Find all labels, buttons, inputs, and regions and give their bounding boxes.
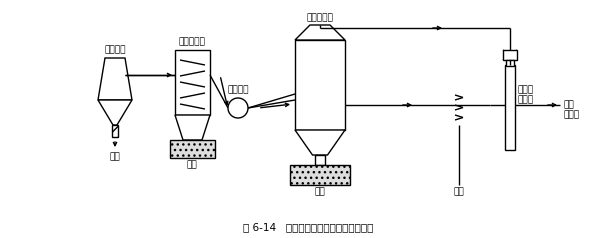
Text: 增压风机: 增压风机 <box>228 85 249 94</box>
Bar <box>112 125 118 137</box>
Bar <box>315 155 325 165</box>
Polygon shape <box>295 25 345 40</box>
Text: 灰渣: 灰渣 <box>110 152 120 161</box>
Polygon shape <box>98 58 132 100</box>
Circle shape <box>228 98 248 118</box>
Bar <box>295 40 345 130</box>
Polygon shape <box>98 100 132 125</box>
Bar <box>505 65 515 150</box>
Text: 水封: 水封 <box>315 187 325 196</box>
Text: 煤气化炉: 煤气化炉 <box>104 45 126 54</box>
Text: 水封: 水封 <box>187 160 197 169</box>
Text: 罐体: 罐体 <box>453 187 464 196</box>
Polygon shape <box>295 130 345 155</box>
Bar <box>290 165 350 185</box>
Text: 图 6-14   高温煤气净化用陶瓷过滤器系统: 图 6-14 高温煤气净化用陶瓷过滤器系统 <box>243 222 373 232</box>
Text: 陶瓷过滤器: 陶瓷过滤器 <box>307 13 333 22</box>
Bar <box>506 60 514 66</box>
Bar <box>175 50 210 115</box>
Text: 氮气瓶
或气包: 氮气瓶 或气包 <box>518 85 534 104</box>
Bar <box>503 50 517 60</box>
Bar <box>170 140 215 158</box>
Polygon shape <box>175 115 210 140</box>
Text: 旋风除尘器: 旋风除尘器 <box>179 37 206 46</box>
Text: 车间
内待用: 车间 内待用 <box>563 100 579 119</box>
